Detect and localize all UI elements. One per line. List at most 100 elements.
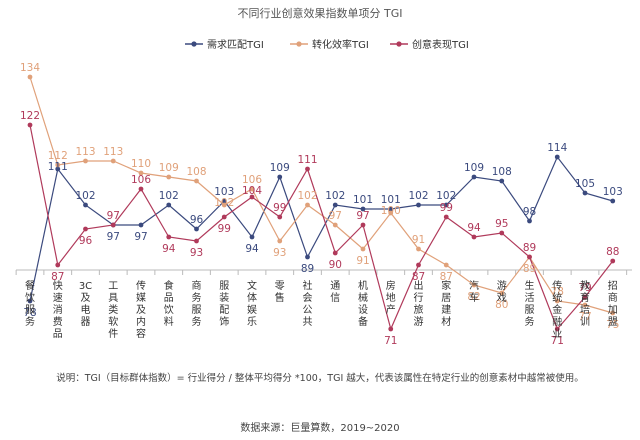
value-label: 99	[273, 202, 286, 214]
value-label: 79	[578, 282, 591, 294]
legend-swatch-dot	[296, 41, 302, 47]
value-label: 96	[79, 235, 93, 247]
value-label: 102	[325, 190, 345, 202]
value-label: 105	[575, 178, 595, 190]
data-point	[249, 194, 255, 200]
data-point	[499, 178, 505, 184]
data-point	[471, 282, 477, 288]
value-label: 97	[107, 231, 120, 243]
data-point	[166, 202, 172, 208]
value-label: 91	[412, 234, 425, 246]
value-label: 94	[245, 243, 259, 255]
category-label: 游戏	[497, 279, 507, 304]
data-point	[305, 202, 310, 208]
legend-label: 创意表现TGI	[412, 38, 469, 51]
category-label: 生活服务	[525, 279, 535, 328]
category-label: 招商加盟	[608, 279, 618, 328]
data-point	[332, 250, 338, 256]
category-label: 社会公共	[303, 279, 313, 328]
data-point	[138, 170, 144, 176]
value-label: 103	[603, 186, 623, 198]
value-label: 94	[467, 222, 481, 234]
category-label: 传统金融业	[552, 280, 562, 340]
data-point	[110, 222, 116, 228]
value-label: 106	[131, 174, 151, 186]
series-line	[29, 155, 613, 302]
data-point	[582, 190, 588, 196]
value-label: 87	[440, 271, 453, 283]
series-lines	[29, 76, 614, 331]
value-label: 82	[467, 291, 480, 303]
value-label: 100	[381, 205, 401, 217]
data-point	[166, 234, 172, 240]
value-label: 109	[464, 162, 484, 174]
category-label: 教育培训	[580, 279, 590, 328]
data-point	[249, 234, 255, 240]
data-point	[194, 178, 199, 184]
category-label: 商务服务	[192, 279, 202, 328]
value-label: 102	[297, 190, 317, 202]
series-line	[29, 76, 613, 314]
value-label: 87	[51, 271, 64, 283]
category-label: 服装配饰	[219, 280, 229, 328]
value-label: 75	[606, 319, 619, 331]
value-label: 87	[412, 271, 425, 283]
value-label: 78	[23, 307, 36, 319]
category-label: 机械设备	[358, 279, 368, 328]
value-label: 111	[48, 161, 68, 173]
value-label: 97	[134, 231, 147, 243]
data-point	[499, 290, 505, 296]
value-label: 114	[547, 142, 567, 154]
value-label: 88	[606, 246, 619, 258]
value-label: 109	[159, 162, 179, 174]
value-label: 90	[329, 259, 342, 271]
value-label: 122	[20, 110, 40, 122]
category-label: 房地产	[386, 279, 396, 316]
data-point	[332, 222, 338, 228]
data-point	[443, 214, 449, 220]
data-point	[221, 202, 227, 208]
value-label: 80	[495, 299, 508, 311]
category-labels: 餐饮服务 快速消费品 3C 及电器 工具类软件 传媒及内容 食品饮料 商务服务 服装配饰 文体娱乐…	[25, 279, 618, 340]
category-label: 出行旅游	[414, 279, 424, 328]
data-point	[360, 222, 366, 228]
value-label: 91	[356, 255, 369, 267]
value-label: 94	[162, 243, 176, 255]
data-point	[221, 198, 227, 204]
data-point	[305, 254, 310, 260]
category-label: 食品饮料	[164, 279, 174, 328]
category-label: 家居建材	[441, 279, 451, 328]
value-label: 71	[384, 335, 397, 347]
data-point	[83, 226, 88, 232]
data-point	[527, 218, 532, 224]
data-point	[554, 326, 560, 332]
data-point	[443, 202, 449, 208]
category-label: 3C 及电器	[79, 281, 92, 328]
value-label: 97	[329, 210, 342, 222]
category-label: 餐饮服务	[25, 279, 35, 328]
data-point	[416, 202, 421, 208]
data-point	[194, 238, 199, 244]
value-label: 112	[48, 150, 68, 162]
value-label: 110	[131, 158, 151, 170]
data-point	[55, 166, 61, 172]
legend: 需求匹配TGI 转化效率TGI 创意表现TGI	[185, 38, 469, 51]
value-label: 96	[190, 214, 204, 226]
data-point	[388, 206, 394, 212]
legend-label: 转化效率TGI	[312, 38, 369, 51]
value-labels: 1341227811211187113102961139797110106971…	[20, 62, 623, 347]
value-label: 106	[242, 174, 262, 186]
data-point	[166, 174, 172, 180]
series-line	[29, 124, 614, 331]
data-point	[332, 202, 338, 208]
value-label: 134	[20, 62, 40, 74]
value-label: 102	[214, 197, 234, 209]
legend-label: 需求匹配TGI	[207, 39, 264, 51]
data-point	[582, 294, 588, 300]
value-label: 101	[353, 194, 373, 206]
data-point	[610, 198, 616, 204]
data-point	[27, 74, 33, 80]
value-label: 97	[107, 210, 120, 222]
data-source: 数据来源：巨量算数，2019~2020	[240, 421, 399, 434]
